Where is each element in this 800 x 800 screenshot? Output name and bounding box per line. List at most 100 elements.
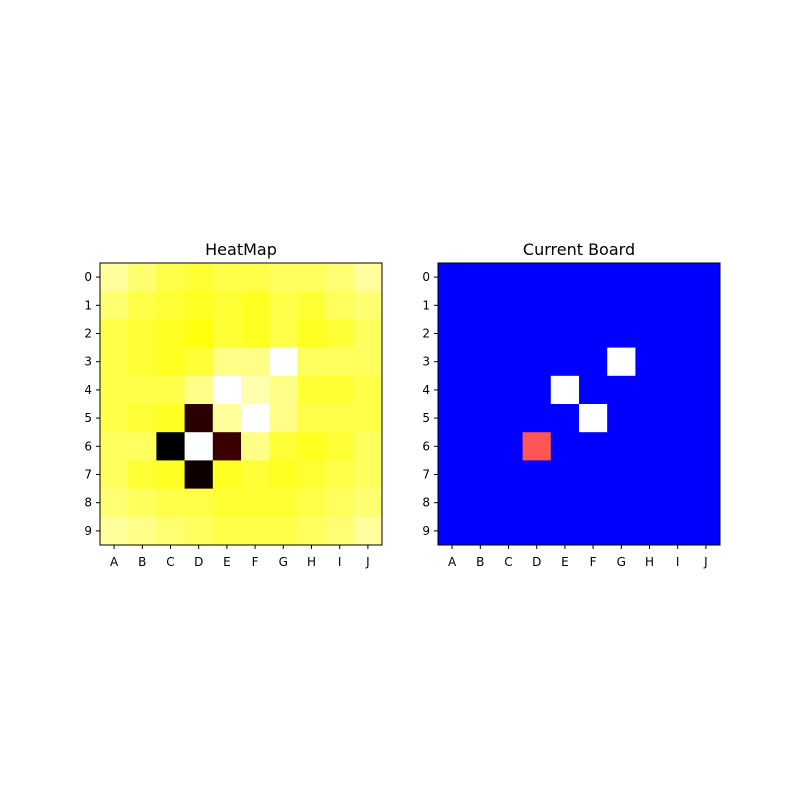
board-cell-F4 xyxy=(579,375,608,405)
heatmap-cell-A6 xyxy=(100,432,129,461)
heatmap-cell-E2 xyxy=(212,319,242,348)
board-cell-I4 xyxy=(663,375,693,405)
board-cell-F6 xyxy=(579,432,608,461)
board-cell-D0 xyxy=(522,263,552,292)
heatmap-cell-F2 xyxy=(241,319,270,348)
board-cell-F1 xyxy=(579,291,608,320)
board-x-tick-label: H xyxy=(645,555,654,569)
heatmap-cell-J3 xyxy=(353,347,383,377)
board-y-tick-label: 8 xyxy=(422,496,430,510)
board-cell-B2 xyxy=(466,319,495,348)
heatmap-cell-G6 xyxy=(269,432,298,461)
board-cell-B0 xyxy=(466,263,495,292)
board-cell-F2 xyxy=(579,319,608,348)
board-cell-H7 xyxy=(635,460,664,489)
board-cell-F5 xyxy=(579,404,608,433)
board-cell-E0 xyxy=(550,263,580,292)
board-cell-J0 xyxy=(691,263,721,292)
board-cell-A0 xyxy=(438,263,467,292)
heatmap-cell-B7 xyxy=(128,460,157,489)
heatmap-y-ticks: 0 1 2 3 4 5 6 7 8 9 xyxy=(84,270,100,538)
heatmap-cell-J1 xyxy=(353,291,383,320)
heatmap-cell-B5 xyxy=(128,404,157,433)
board-cell-E4 xyxy=(550,375,580,405)
board-cell-G5 xyxy=(607,404,636,433)
heatmap-cell-D2 xyxy=(184,319,214,348)
board-y-tick-label: 3 xyxy=(422,355,430,369)
heatmap-cell-A0 xyxy=(100,263,129,292)
board-cell-H6 xyxy=(635,432,664,461)
heatmap-cell-G3 xyxy=(269,347,298,377)
heatmap-cell-D1 xyxy=(184,291,214,320)
board-cell-E1 xyxy=(550,291,580,320)
board-cell-A9 xyxy=(438,516,467,546)
board-cell-G4 xyxy=(607,375,636,405)
heatmap-cell-J0 xyxy=(353,263,383,292)
heatmap-cell-A5 xyxy=(100,404,129,433)
board-y-tick-label: 7 xyxy=(422,468,430,482)
board-cell-B7 xyxy=(466,460,495,489)
board-cell-H1 xyxy=(635,291,664,320)
board-cell-G9 xyxy=(607,516,636,546)
heatmap-cell-C5 xyxy=(156,404,185,433)
heatmap-cell-B0 xyxy=(128,263,157,292)
heatmap-y-tick-label: 3 xyxy=(84,355,92,369)
board-y-ticks: 0 1 2 3 4 5 6 7 8 9 xyxy=(422,270,438,538)
heatmap-cell-H9 xyxy=(297,516,326,546)
heatmap-cell-G5 xyxy=(269,404,298,433)
heatmap-cell-H5 xyxy=(297,404,326,433)
board-cell-I8 xyxy=(663,488,693,518)
heatmap-title: HeatMap xyxy=(205,240,277,259)
heatmap-cell-C9 xyxy=(156,516,185,546)
board-cell-H4 xyxy=(635,375,664,405)
board-cell-J8 xyxy=(691,488,721,518)
heatmap-cell-B2 xyxy=(128,319,157,348)
board-y-tick-label: 2 xyxy=(422,327,430,341)
board-cell-E9 xyxy=(550,516,580,546)
heatmap-x-tick-label: E xyxy=(223,555,231,569)
board-cell-B8 xyxy=(466,488,495,518)
heatmap-cell-F6 xyxy=(241,432,270,461)
heatmap-cell-H0 xyxy=(297,263,326,292)
heatmap-x-tick-label: F xyxy=(252,555,259,569)
board-cell-A8 xyxy=(438,488,467,518)
board-y-tick-label: 5 xyxy=(422,411,430,425)
heatmap-cell-A9 xyxy=(100,516,129,546)
heatmap-cell-C7 xyxy=(156,460,185,489)
board-cell-I3 xyxy=(663,347,693,377)
heatmap-cell-F4 xyxy=(241,375,270,405)
board-x-tick-label: G xyxy=(617,555,626,569)
heatmap-cell-H6 xyxy=(297,432,326,461)
board-cell-E2 xyxy=(550,319,580,348)
board-cell-D1 xyxy=(522,291,552,320)
heatmap-cell-F9 xyxy=(241,516,270,546)
board-cell-C3 xyxy=(494,347,523,377)
heatmap-cell-G4 xyxy=(269,375,298,405)
board-cell-I9 xyxy=(663,516,693,546)
heatmap-y-tick-label: 9 xyxy=(84,524,92,538)
board-y-tick-label: 6 xyxy=(422,439,430,453)
board-cell-G2 xyxy=(607,319,636,348)
heatmap-cell-B4 xyxy=(128,375,157,405)
board-cell-C4 xyxy=(494,375,523,405)
board-cell-E5 xyxy=(550,404,580,433)
board-y-tick-label: 1 xyxy=(422,298,430,312)
heatmap-cell-J4 xyxy=(353,375,383,405)
board-cell-J2 xyxy=(691,319,721,348)
board-cell-H3 xyxy=(635,347,664,377)
board-frame xyxy=(437,262,721,546)
heatmap-y-tick-label: 4 xyxy=(84,383,92,397)
heatmap-cell-D4 xyxy=(184,375,214,405)
board-cell-J1 xyxy=(691,291,721,320)
heatmap-cell-I1 xyxy=(325,291,355,320)
heatmap-x-tick-label: C xyxy=(166,555,174,569)
board-cell-A5 xyxy=(438,404,467,433)
board-cell-G6 xyxy=(607,432,636,461)
board-cell-C8 xyxy=(494,488,523,518)
heatmap-cell-I3 xyxy=(325,347,355,377)
board-cell-H2 xyxy=(635,319,664,348)
board-x-tick-label: B xyxy=(476,555,484,569)
heatmap-cell-G9 xyxy=(269,516,298,546)
board-cell-H8 xyxy=(635,488,664,518)
